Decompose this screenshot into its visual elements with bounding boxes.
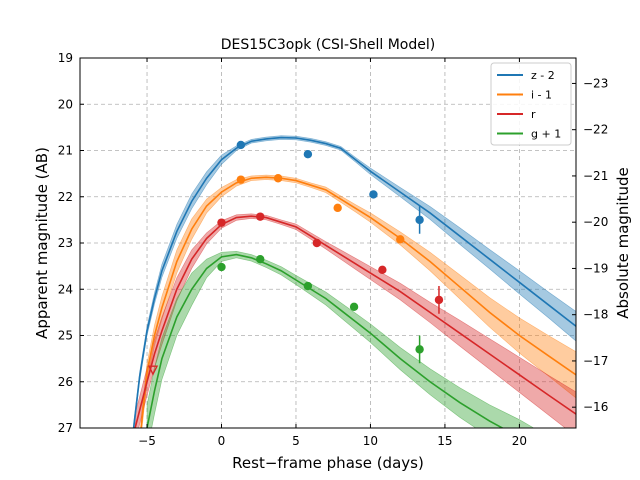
x-axis-ticks: −5 0 5 10 15 20 — [138, 58, 527, 448]
legend: z - 2 i - 1 r g + 1 — [490, 62, 572, 146]
y-tick-label: 27 — [58, 421, 73, 435]
y-tick-label: 22 — [58, 190, 73, 204]
y2-axis-label: Absolute magnitude — [614, 167, 632, 318]
y-tick-label: 25 — [58, 329, 73, 343]
data-point — [236, 175, 246, 184]
x-tick-label: 0 — [218, 434, 226, 448]
y-tick-label: 26 — [58, 375, 73, 389]
data-point — [312, 238, 322, 248]
data-point — [396, 235, 405, 244]
data-point — [236, 140, 246, 150]
model-band-2 — [134, 213, 576, 428]
y-tick-label: 24 — [58, 282, 73, 296]
y2-tick-label: −20 — [583, 215, 608, 229]
legend-label: z - 2 — [531, 69, 555, 82]
data-point — [434, 295, 444, 305]
y-tick-label: 21 — [58, 144, 73, 158]
legend-box — [490, 62, 572, 146]
model-lines — [132, 136, 576, 428]
data-point — [303, 150, 313, 159]
upper-limit-marker — [147, 365, 159, 376]
model-band-0 — [133, 135, 576, 428]
data-point — [273, 174, 283, 183]
model-line-0 — [132, 136, 576, 428]
y2-tick-label: −18 — [583, 308, 608, 322]
model-line-2 — [134, 215, 576, 428]
data-point — [415, 345, 424, 354]
x-tick-label: 10 — [363, 434, 378, 448]
y-axis-label: Apparent magnitude (AB) — [33, 147, 51, 339]
x-tick-label: 15 — [437, 434, 452, 448]
observed-points — [147, 140, 444, 376]
x-tick-label: 5 — [292, 434, 300, 448]
x-tick-label: −5 — [138, 434, 156, 448]
y-tick-label: 23 — [58, 236, 73, 250]
y2-tick-label: −23 — [583, 76, 608, 90]
chart-title: DES15C3opk (CSI-Shell Model) — [221, 37, 435, 53]
y-tick-label: 20 — [58, 97, 73, 111]
y2-axis-ticks: −23 −22 −21 −20 −19 −18 −17 −16 — [572, 76, 608, 414]
data-point — [378, 265, 387, 275]
model-line-1 — [140, 176, 576, 428]
data-point — [415, 215, 424, 225]
legend-label: g + 1 — [531, 128, 561, 141]
data-point — [349, 302, 359, 312]
data-point — [256, 212, 265, 221]
model-band-3 — [146, 251, 535, 428]
model-band-1 — [140, 174, 576, 428]
data-point — [303, 281, 313, 291]
data-point — [217, 218, 226, 227]
data-point — [369, 190, 378, 199]
model-uncertainty-bands — [133, 135, 576, 428]
legend-label: i - 1 — [531, 89, 552, 102]
x-tick-label: 20 — [512, 434, 527, 448]
data-point — [217, 262, 226, 272]
y-axis-ticks: 19 20 21 22 23 24 25 26 27 — [58, 51, 84, 435]
y2-tick-label: −16 — [583, 400, 608, 414]
y2-tick-label: −22 — [583, 123, 608, 137]
data-point — [256, 254, 265, 264]
y2-tick-label: −17 — [583, 354, 608, 368]
y-tick-label: 19 — [58, 51, 73, 65]
data-point — [333, 203, 342, 213]
model-line-3 — [146, 253, 505, 428]
legend-label: r — [531, 108, 536, 121]
x-axis-label: Rest−frame phase (days) — [232, 454, 424, 472]
y2-tick-label: −21 — [583, 169, 608, 183]
y2-tick-label: −19 — [583, 261, 608, 275]
